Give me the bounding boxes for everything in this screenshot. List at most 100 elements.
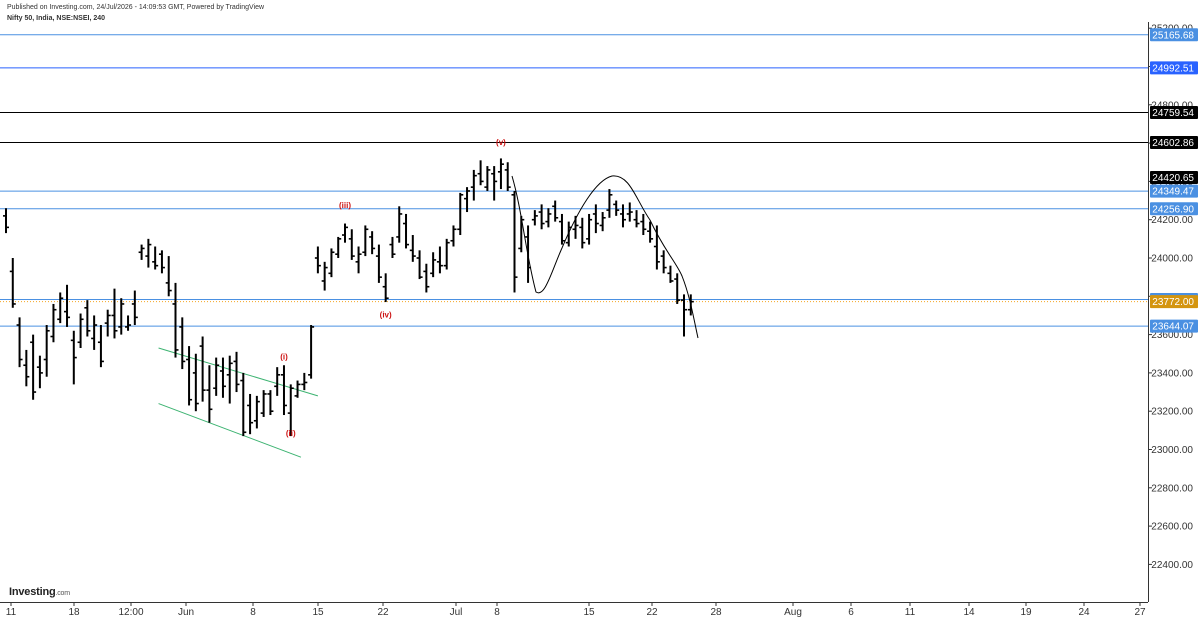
ohlc-bar (572, 215, 579, 239)
ohlc-bar (342, 223, 348, 243)
ohlc-bar (592, 204, 599, 234)
symbol-title: Nifty 50, India, NSE:NSEI, 240 (7, 15, 106, 22)
time-tick-label: 15 (312, 607, 324, 618)
ohlc-bar (36, 355, 43, 389)
price-tag-label: 24759.54 (1152, 108, 1194, 119)
ohlc-bar (531, 210, 538, 226)
time-tick-label: 18 (68, 607, 80, 618)
ohlc-bar (158, 250, 165, 274)
ohlc-bar (240, 372, 247, 437)
time-tick-label: Jul (450, 607, 463, 618)
ohlc-bar (260, 390, 267, 417)
time-tick-label: 28 (710, 607, 722, 618)
ohlc-bar (443, 238, 450, 270)
price-tag-label: 24992.51 (1152, 63, 1194, 74)
ohlc-bar (423, 263, 430, 293)
price-tag-box (1150, 202, 1198, 216)
ohlc-bar (328, 248, 335, 278)
time-tick-label: 15 (583, 607, 595, 618)
ohlc-bar (104, 309, 111, 337)
ohlc-bar (613, 200, 620, 216)
logo-name: Investing (9, 586, 56, 598)
investing-logo: Investing.com (9, 586, 70, 598)
ohlc-bar (653, 225, 660, 270)
ohlc-bar (375, 244, 382, 283)
ohlc-bar (382, 273, 389, 303)
ohlc-bar (192, 353, 199, 412)
ohlc-bar (511, 190, 518, 293)
ohlc-bar (477, 160, 484, 186)
ohlc-bar (409, 235, 416, 262)
ohlc-bar (131, 290, 138, 326)
ohlc-bar (389, 236, 396, 258)
price-tag-box (1150, 319, 1198, 333)
time-tick-label: 6 (848, 607, 854, 618)
time-tick-label: 11 (905, 607, 916, 618)
price-tag-box (1150, 61, 1198, 75)
ohlc-bar (138, 244, 145, 260)
time-tick-label: 24 (1078, 607, 1090, 618)
ohlc-bar (497, 158, 504, 190)
ohlc-bar (287, 384, 294, 437)
ohlc-bar (118, 298, 125, 335)
ohlc-bar (491, 166, 498, 201)
wave-labels: (i) (ii) (iii) (iv) (v) (280, 138, 506, 438)
price-tag-box (1150, 184, 1198, 198)
ohlc-bar (16, 317, 23, 368)
published-caption: Published on Investing.com, 24/Jul/2026 … (7, 4, 265, 11)
price-levels (0, 34, 1148, 327)
ohlc-bar (186, 346, 193, 406)
price-tick-label: 22600.00 (1151, 522, 1193, 533)
time-tick-label: Jun (178, 607, 194, 618)
ohlc-bar (43, 325, 50, 377)
ohlc-bar (308, 325, 315, 379)
price-tag-label: 25165.68 (1152, 30, 1194, 41)
ohlc-bar (57, 292, 64, 324)
ohlc-bar (369, 231, 376, 255)
ohlc-bar (355, 246, 362, 274)
ohlc-bar (626, 202, 633, 222)
ohlc-bar (321, 261, 328, 291)
ohlc-bar (470, 169, 477, 201)
ohlc-bar (267, 390, 274, 416)
ohlc-bar (457, 192, 464, 236)
ohlc-bar (545, 208, 552, 228)
ohlc-bar (518, 215, 525, 253)
ohlc-bar (464, 187, 471, 213)
ohlc-bar (681, 294, 687, 337)
ohlc-bar (348, 229, 355, 260)
ohlc-bar (145, 238, 152, 268)
ohlc-bar (247, 393, 254, 435)
ohlc-bar (206, 365, 213, 423)
ohlc-bar (3, 208, 9, 234)
ohlc-bar (450, 225, 457, 247)
ohlc-bar (219, 357, 226, 398)
ohlc-bar (586, 213, 593, 245)
channel-line (158, 403, 302, 458)
ohlc-bar (687, 294, 694, 316)
wave-label: (iii) (339, 201, 351, 210)
ohlc-bar (125, 315, 132, 331)
time-axis[interactable]: 11 18 12:00 Jun 8 15 22 Jul 8 15 22 28 Aug 6 11 14 19 24 2… (0, 602, 1148, 618)
wave-label: (iv) (380, 310, 392, 319)
ohlc-bar (565, 221, 572, 247)
time-tick-label: 22 (646, 607, 658, 618)
ohlc-bar (280, 365, 287, 416)
price-tick-label: 23600.00 (1151, 330, 1193, 341)
time-tick-label: 27 (1134, 607, 1146, 618)
ohlc-bar (362, 225, 369, 257)
ohlc-bar (294, 380, 301, 398)
ohlc-bar (525, 225, 532, 283)
ohlc-bar (558, 213, 565, 245)
ohlc-bar (70, 330, 77, 385)
ohlc-bar (91, 315, 98, 350)
price-tag-label: 24349.47 (1152, 187, 1194, 198)
ohlc-bar (416, 250, 423, 280)
wave-label: (ii) (286, 429, 296, 438)
time-tick-label: 14 (963, 607, 975, 618)
price-tag-label: 23644.07 (1152, 322, 1194, 333)
price-tags: 25165.68 24992.51 24759.54 24602.86 24420.65… (1150, 28, 1198, 333)
time-tick-label: 22 (377, 607, 389, 618)
ohlc-bar (233, 351, 240, 393)
